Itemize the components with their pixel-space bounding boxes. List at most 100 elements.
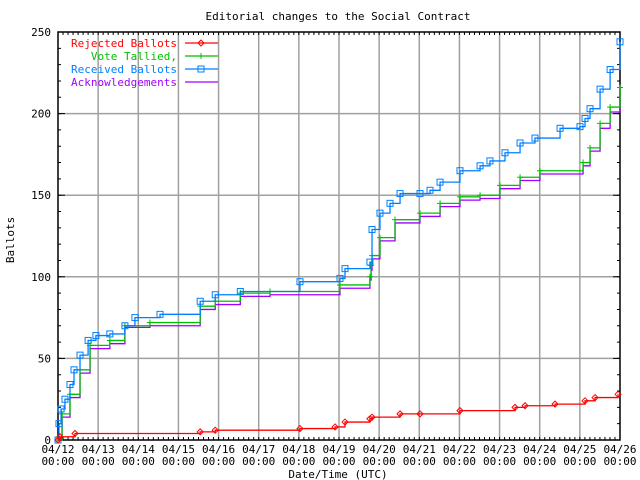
- data-point-rejected-ballots: [396, 410, 404, 418]
- data-point-vote-tallied: [496, 182, 503, 189]
- data-point-rejected-ballots: [331, 423, 339, 431]
- y-axis-label: Ballots: [4, 217, 17, 263]
- data-point-vote-tallied: [617, 84, 623, 91]
- data-point-vote-tallied: [416, 210, 423, 217]
- y-tick-label: 200: [31, 108, 51, 121]
- legend-marker: [197, 65, 205, 73]
- x-tick-label-time: 00:00: [563, 455, 596, 468]
- data-point-received-ballots: [476, 162, 484, 170]
- x-tick-label-time: 00:00: [122, 455, 155, 468]
- x-tick-label: 04/22: [443, 443, 476, 456]
- data-point-rejected-ballots: [551, 400, 559, 408]
- x-tick-label-time: 00:00: [41, 455, 74, 468]
- y-tick-label: 150: [31, 189, 51, 202]
- data-point-received-ballots: [84, 336, 92, 344]
- data-point-received-ballots: [236, 287, 244, 295]
- x-tick-label-time: 00:00: [523, 455, 556, 468]
- data-point-rejected-ballots: [54, 436, 62, 444]
- x-tick-label: 04/14: [122, 443, 155, 456]
- data-point-received-ballots: [70, 366, 78, 374]
- data-point-received-ballots: [436, 178, 444, 186]
- data-point-received-ballots: [416, 190, 424, 198]
- data-point-vote-tallied: [456, 193, 463, 200]
- x-tick-label-time: 00:00: [82, 455, 115, 468]
- x-tick-label-time: 00:00: [403, 455, 436, 468]
- data-point-received-ballots: [156, 310, 164, 318]
- x-tick-label-time: 00:00: [443, 455, 476, 468]
- x-tick-label-time: 00:00: [242, 455, 275, 468]
- data-point-rejected-ballots: [196, 428, 204, 436]
- data-point-received-ballots: [376, 209, 384, 217]
- x-tick-label: 04/23: [483, 443, 516, 456]
- data-point-received-ballots: [366, 258, 374, 266]
- data-point-vote-tallied: [607, 104, 614, 111]
- x-axis-label: Date/Time (UTC): [288, 468, 387, 480]
- x-tick-label: 04/19: [322, 443, 355, 456]
- data-point-rejected-ballots: [416, 410, 424, 418]
- data-point-received-ballots: [396, 190, 404, 198]
- x-tick-label: 04/24: [523, 443, 556, 456]
- data-point-received-ballots: [456, 167, 464, 175]
- data-point-received-ballots: [131, 314, 139, 322]
- data-point-received-ballots: [576, 123, 584, 131]
- data-point-vote-tallied: [477, 192, 484, 199]
- legend-label: Vote Tallied,: [91, 50, 177, 63]
- data-point-vote-tallied: [376, 234, 383, 241]
- data-point-vote-tallied: [580, 159, 587, 166]
- axes: 04/1200:0004/1300:0004/1400:0004/1500:00…: [31, 26, 636, 468]
- data-point-received-ballots: [556, 124, 564, 132]
- data-point-received-ballots: [368, 225, 376, 233]
- x-tick-label-time: 00:00: [282, 455, 315, 468]
- data-point-received-ballots: [341, 265, 349, 273]
- x-tick-label: 04/21: [403, 443, 436, 456]
- data-point-received-ballots: [606, 66, 614, 74]
- x-tick-label-time: 00:00: [202, 455, 235, 468]
- data-point-rejected-ballots: [614, 390, 622, 399]
- x-tick-label-time: 00:00: [322, 455, 355, 468]
- chart-title: Editorial changes to the Social Contract: [206, 10, 471, 23]
- x-tick-label-time: 00:00: [162, 455, 195, 468]
- data-point-received-ballots: [501, 149, 509, 157]
- data-point-rejected-ballots: [56, 433, 64, 441]
- series-line-received-ballots: [58, 41, 621, 441]
- x-tick-label-time: 00:00: [363, 455, 396, 468]
- series-rejected-ballots: [54, 390, 622, 444]
- legend-label: Acknowledgements: [71, 76, 177, 89]
- data-point-received-ballots: [106, 330, 114, 338]
- data-point-received-ballots: [581, 114, 589, 122]
- data-point-vote-tallied: [437, 200, 444, 207]
- data-point-received-ballots: [596, 85, 604, 93]
- legend-marker: [197, 39, 205, 47]
- x-tick-label: 04/25: [563, 443, 596, 456]
- y-tick-label: 250: [31, 26, 51, 39]
- x-tick-label-time: 00:00: [603, 455, 636, 468]
- data-point-received-ballots: [296, 278, 304, 286]
- data-point-received-ballots: [386, 199, 394, 207]
- data-point-received-ballots: [516, 139, 524, 147]
- x-tick-label: 04/15: [162, 443, 195, 456]
- y-tick-label: 0: [44, 434, 51, 447]
- data-point-received-ballots: [76, 351, 84, 359]
- data-point-received-ballots: [486, 157, 494, 165]
- data-point-rejected-ballots: [511, 403, 519, 412]
- data-point-vote-tallied: [597, 120, 604, 127]
- data-point-received-ballots: [426, 186, 434, 194]
- data-point-received-ballots: [61, 395, 69, 403]
- series-line-rejected-ballots: [58, 394, 619, 441]
- data-point-rejected-ballots: [368, 413, 376, 421]
- legend-label: Rejected Ballots: [71, 37, 177, 50]
- data-point-rejected-ballots: [591, 393, 599, 402]
- data-point-received-ballots: [57, 405, 65, 413]
- data-point-rejected-ballots: [521, 402, 529, 410]
- data-point-vote-tallied: [587, 144, 594, 151]
- x-tick-label: 04/12: [41, 443, 74, 456]
- data-point-rejected-ballots: [581, 397, 589, 405]
- x-tick-label: 04/17: [242, 443, 275, 456]
- data-point-vote-tallied: [366, 273, 373, 280]
- data-point-rejected-ballots: [71, 429, 79, 438]
- grid: [58, 32, 620, 440]
- x-tick-label: 04/18: [282, 443, 315, 456]
- data-point-rejected-ballots: [341, 418, 349, 426]
- data-point-rejected-ballots: [211, 426, 219, 434]
- data-point-received-ballots: [211, 291, 219, 299]
